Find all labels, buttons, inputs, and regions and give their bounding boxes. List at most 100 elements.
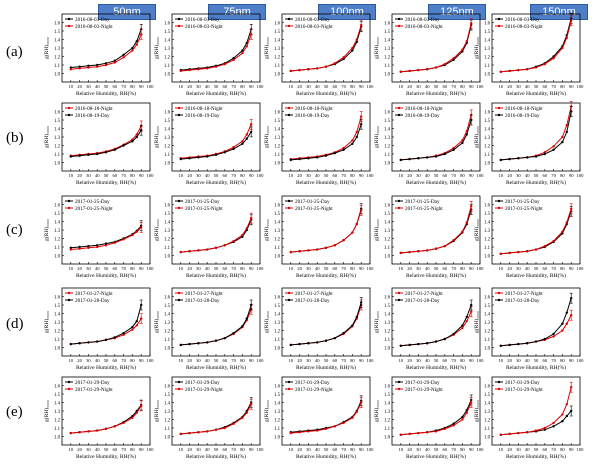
x-tick-label: 60 <box>543 84 548 89</box>
x-tick-label: 20 <box>297 447 302 452</box>
x-tick-label: 100 <box>147 266 155 271</box>
legend-swatch-marker <box>497 17 501 21</box>
x-tick-label: 20 <box>507 173 512 178</box>
y-tick-label: 1.0 <box>274 346 281 351</box>
series-line <box>70 34 142 70</box>
data-point <box>417 431 420 435</box>
y-tick-label: 1.6 <box>274 21 281 26</box>
panel-a-50nm: 10 20 30 40 50 60 70 80 90 100 1.0 1.1 1.2 1.3 1.4 1.5 1… <box>43 13 154 97</box>
data-point <box>223 62 226 66</box>
y-tick-label: 1.6 <box>384 21 391 26</box>
data-point <box>417 157 420 160</box>
y-tick-label: 1.6 <box>484 203 491 208</box>
y-tick-label: 1.5 <box>484 304 491 309</box>
data-point <box>307 342 310 345</box>
x-tick-label: 80 <box>460 358 465 363</box>
data-point <box>461 48 464 51</box>
legend-entry: 2017-01-29-Night <box>75 387 113 393</box>
x-axis-label: Relative Humidity, RH(%) <box>406 272 466 279</box>
y-tick-label: 1.3 <box>164 229 171 234</box>
y-tick-label: 1.0 <box>384 435 391 440</box>
x-tick-label: 100 <box>477 447 485 452</box>
data-point <box>565 311 568 314</box>
x-tick-label: 50 <box>534 358 539 363</box>
data-point <box>561 413 564 416</box>
data-point <box>96 429 99 432</box>
legend-swatch-marker <box>67 387 71 391</box>
data-point <box>543 337 546 341</box>
data-point <box>342 239 345 242</box>
data-point <box>561 135 564 139</box>
data-point <box>333 425 336 428</box>
x-tick-label: 30 <box>196 447 201 452</box>
x-tick-label: 60 <box>223 266 228 271</box>
x-tick-label: 50 <box>324 84 329 89</box>
panel-a-150nm: 10 20 30 40 50 60 70 80 90 1001.01.11.21.31.41.51… <box>473 12 584 97</box>
data-point <box>342 57 345 61</box>
y-tick-label: 1.1 <box>164 246 171 251</box>
data-point <box>434 430 438 433</box>
x-tick-label: 10 <box>69 84 74 89</box>
x-tick-label: 70 <box>451 447 456 452</box>
x-tick-label: 100 <box>257 84 265 89</box>
data-point <box>131 328 134 331</box>
legend-swatch-marker <box>67 17 71 21</box>
legend-entry: 2017-01-25-Night <box>75 206 113 212</box>
data-point <box>135 319 138 323</box>
x-tick-label: 100 <box>477 358 485 363</box>
y-tick-label: 1.2 <box>274 237 281 242</box>
data-point <box>526 156 529 159</box>
y-tick-label: 1.0 <box>164 161 171 166</box>
y-tick-label: 1.5 <box>54 304 61 309</box>
y-tick-label: 1.3 <box>54 321 61 326</box>
legend-entry: 2016-08-19-Day <box>75 113 110 119</box>
data-point <box>408 432 411 436</box>
legend-entry: 2016-08-03-Night <box>505 24 543 30</box>
x-tick-label: 70 <box>231 358 236 363</box>
data-point <box>87 64 90 68</box>
y-tick-label: 1.5 <box>54 119 61 124</box>
x-tick-label: 60 <box>543 447 548 452</box>
legend-swatch-marker <box>397 291 401 295</box>
series-line <box>500 298 572 347</box>
x-tick-label: 60 <box>113 173 118 178</box>
x-tick-label: 80 <box>350 266 355 271</box>
x-tick-label: 30 <box>416 173 421 178</box>
data-point <box>223 151 226 154</box>
legend-entry: 2016-08-03-Day <box>505 17 540 23</box>
series-line <box>400 114 472 161</box>
legend-swatch-marker <box>287 387 291 391</box>
x-tick-label: 20 <box>507 358 512 363</box>
series-line <box>70 29 142 68</box>
legend-swatch-marker <box>177 106 181 110</box>
data-point <box>206 67 209 70</box>
legend-swatch-marker <box>397 199 401 203</box>
legend-entry: 2017-01-25-Day <box>405 199 440 205</box>
data-point <box>561 230 564 233</box>
data-point <box>316 341 319 344</box>
data-point <box>355 38 358 41</box>
legend-swatch-marker <box>287 380 291 384</box>
x-tick-label: 20 <box>297 266 302 271</box>
data-point <box>499 252 502 255</box>
legend-entry: 2017-01-28-Day <box>505 298 540 304</box>
series-line <box>400 209 472 254</box>
legend-swatch-marker <box>497 24 501 28</box>
x-axis-label: Relative Humidity, RH(%) <box>506 272 566 279</box>
y-tick-label: 1.4 <box>484 38 491 43</box>
x-axis-label: Relative Humidity, RH(%) <box>296 90 356 97</box>
y-tick-label: 1.5 <box>384 212 391 217</box>
legend-swatch-marker <box>177 298 181 302</box>
y-tick-label: 1.1 <box>484 64 491 69</box>
data-point <box>307 68 310 71</box>
y-tick-label: 1.4 <box>384 38 391 43</box>
x-tick-label: 70 <box>451 266 456 271</box>
y-tick-label: 1.5 <box>484 212 491 217</box>
y-axis-label: g(RH)₅₀₀₀ <box>43 126 50 148</box>
x-tick-label: 20 <box>187 358 192 363</box>
y-tick-label: 1.5 <box>384 30 391 35</box>
x-tick-label: 40 <box>525 358 530 363</box>
x-tick-label: 30 <box>516 84 521 89</box>
x-tick-label: 80 <box>460 447 465 452</box>
